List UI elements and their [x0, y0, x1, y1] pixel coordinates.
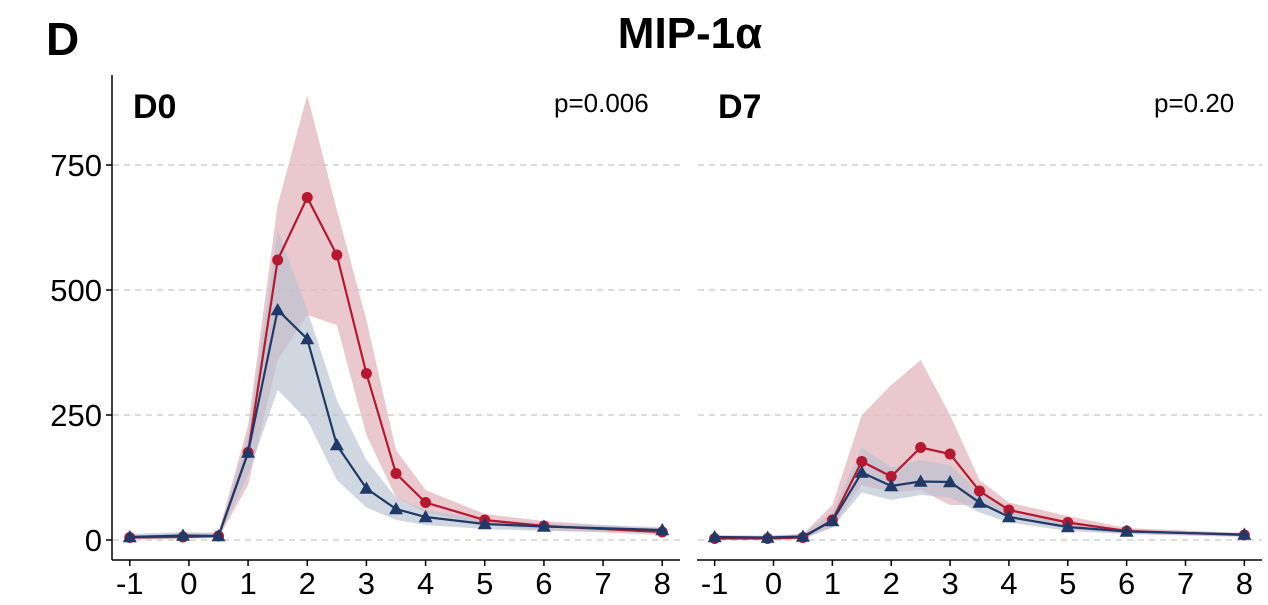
- data-point-triangle: [1060, 520, 1075, 533]
- data-point-circle: [856, 456, 868, 467]
- x-tick-label: 2: [883, 566, 900, 601]
- facet-label-d0: D0: [133, 88, 177, 126]
- data-point-triangle: [359, 481, 374, 494]
- data-point-circle: [272, 254, 284, 266]
- data-point-triangle: [418, 510, 433, 523]
- data-point-triangle: [795, 529, 810, 542]
- figure-title: MIP-1α: [617, 9, 763, 58]
- data-point-triangle: [913, 474, 928, 487]
- y-tick-label: 750: [50, 148, 102, 183]
- data-point-triangle: [1237, 527, 1252, 540]
- facet-label-d7: D7: [718, 88, 762, 126]
- x-tick-label: 6: [1118, 566, 1135, 601]
- data-point-triangle: [884, 479, 899, 492]
- data-point-circle: [420, 497, 432, 508]
- data-point-triangle: [176, 528, 190, 541]
- data-point-circle: [390, 468, 402, 479]
- x-tick-label: 8: [1236, 566, 1253, 601]
- data-point-triangle: [707, 530, 722, 543]
- data-point-triangle: [943, 475, 958, 488]
- x-tick-label: 6: [535, 566, 552, 601]
- panel-letter: D: [46, 13, 80, 65]
- data-point-triangle: [655, 523, 670, 536]
- x-tick-label: 1: [824, 566, 841, 601]
- data-point-triangle: [760, 530, 775, 543]
- data-point-triangle: [270, 303, 285, 316]
- data-point-triangle: [389, 502, 403, 515]
- data-point-triangle: [1119, 524, 1134, 537]
- data-point-circle: [974, 485, 985, 497]
- data-point-triangle: [211, 529, 226, 542]
- x-tick-label: -1: [116, 566, 144, 601]
- data-point-triangle: [477, 517, 492, 530]
- x-tick-label: 1: [239, 566, 256, 601]
- data-point-triangle: [825, 514, 840, 527]
- data-point-triangle: [1001, 510, 1016, 523]
- x-tick-label: 2: [299, 566, 316, 601]
- x-tick-label: 4: [417, 566, 434, 601]
- x-tick-label: -1: [701, 566, 729, 601]
- y-tick-label: 0: [85, 523, 102, 558]
- x-tick-label: 0: [180, 566, 197, 601]
- y-tick-label: 250: [50, 398, 102, 433]
- data-point-triangle: [300, 332, 315, 345]
- p-value-d7: p=0.20: [1154, 88, 1235, 118]
- data-point-triangle: [536, 519, 551, 532]
- x-tick-label: 8: [654, 566, 671, 601]
- x-tick-label: 7: [1177, 566, 1194, 601]
- data-point-triangle: [972, 495, 987, 508]
- data-point-triangle: [854, 465, 869, 478]
- x-tick-label: 3: [941, 566, 958, 601]
- p-value-d0: p=0.006: [554, 88, 649, 118]
- x-tick-label: 5: [476, 566, 493, 601]
- data-point-circle: [885, 471, 897, 482]
- x-tick-label: 7: [594, 566, 611, 601]
- data-point-circle: [944, 448, 956, 460]
- data-point-triangle: [241, 445, 256, 458]
- panel-d0: 0 250 500 750 -1 0 1 2 3 4 5 6 7 8: [50, 75, 680, 601]
- panel-d7: -1 0 1 2 3 4 5 6 7 8: [697, 164, 1262, 601]
- x-tick-label: 3: [358, 566, 375, 601]
- x-tick-label: 0: [765, 566, 782, 601]
- x-tick-label: 5: [1059, 566, 1076, 601]
- data-point-circle: [915, 442, 927, 453]
- data-point-triangle: [122, 530, 137, 543]
- ci-band-red: [129, 95, 663, 539]
- data-point-triangle: [329, 438, 344, 451]
- data-point-circle: [360, 368, 372, 379]
- y-tick-label: 500: [50, 273, 102, 308]
- data-point-circle: [331, 249, 343, 261]
- ci-band-red: [714, 360, 1245, 540]
- data-point-circle: [301, 192, 313, 203]
- x-tick-label: 4: [1000, 566, 1017, 601]
